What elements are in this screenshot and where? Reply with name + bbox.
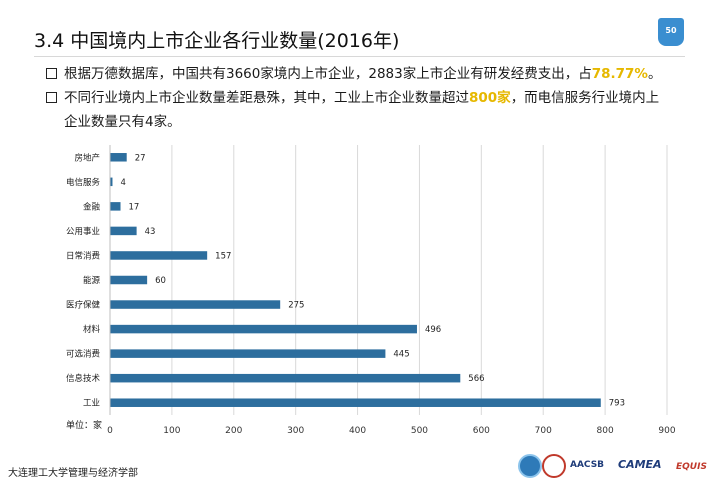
bullet-2-text: 不同行业境内上市企业数量差距悬殊，其中，工业上市企业数量超过800家，而电信服务…: [64, 86, 659, 110]
bar: [110, 373, 461, 383]
value-label: 27: [135, 153, 146, 163]
university-seal-icon: [518, 454, 542, 478]
title-text: 中国境内上市企业各行业数量(2016年): [70, 30, 400, 52]
bullet-square-icon: [46, 68, 57, 79]
x-tick-label: 400: [349, 426, 366, 436]
category-label: 信息技术: [66, 373, 101, 384]
footer-institution: 大连理工大学管理与经济学部: [8, 468, 138, 479]
category-label: 日常消费: [66, 250, 101, 261]
x-tick-label: 800: [597, 426, 614, 436]
bullet-1-text: 根据万德数据库，中国共有3660家境内上市企业，2883家上市企业有研发经费支出…: [64, 62, 661, 86]
value-label: 793: [609, 399, 625, 409]
aacsb-logo: AACSB: [570, 460, 605, 470]
bar: [110, 251, 208, 260]
bar: [110, 153, 127, 162]
value-label: 275: [288, 301, 304, 311]
x-tick-label: 500: [411, 426, 428, 436]
bullet-1-post: 。: [647, 66, 662, 82]
unit-label: 单位：家: [66, 421, 103, 431]
x-tick-label: 600: [473, 426, 490, 436]
bar: [110, 226, 137, 236]
category-label: 电信服务: [66, 177, 101, 188]
x-tick-label: 300: [287, 426, 304, 436]
value-label: 445: [393, 350, 409, 360]
bullet-1-pre: 根据万德数据库，中国共有3660家境内上市企业，2883家上市企业有研发经费支出…: [64, 66, 592, 82]
category-label: 金融: [83, 201, 101, 212]
category-label: 医疗保健: [66, 300, 101, 311]
category-label: 可选消费: [66, 349, 101, 360]
bar: [110, 300, 281, 309]
x-tick-label: 900: [658, 426, 675, 436]
camea-logo: CAMEA: [618, 458, 662, 471]
bar: [110, 324, 417, 334]
category-label: 能源: [83, 275, 101, 286]
accreditation-logos: AACSB CAMEA EQUIS: [518, 452, 714, 478]
equis-logo: EQUIS: [676, 462, 707, 472]
category-label: 工业: [83, 398, 100, 409]
x-tick-label: 0: [107, 426, 113, 436]
bullet-square-icon: [46, 92, 57, 103]
x-tick-label: 200: [225, 426, 242, 436]
bar: [110, 275, 148, 285]
title-divider: [34, 56, 685, 57]
page-title: 3.4 中国境内上市企业各行业数量(2016年): [34, 26, 399, 53]
value-label: 43: [145, 227, 156, 237]
bullet-2-line2: 企业数量只有4家。: [64, 114, 181, 130]
value-label: 157: [215, 251, 231, 261]
value-label: 17: [129, 202, 140, 212]
category-label: 公用事业: [66, 226, 100, 237]
category-label: 材料: [83, 324, 101, 335]
page-number-badge: 50: [658, 18, 684, 46]
category-label: 房地产: [74, 152, 100, 163]
x-tick-label: 700: [535, 426, 552, 436]
bar: [110, 177, 113, 187]
bar: [110, 349, 386, 358]
bullet-2-post: ，而电信服务行业境内上: [510, 90, 660, 106]
value-label: 496: [425, 325, 441, 335]
section-number: 3.4: [34, 30, 65, 52]
value-label: 4: [120, 178, 125, 188]
x-tick-label: 100: [163, 426, 180, 436]
school-emblem-icon: [542, 454, 566, 478]
bar: [110, 398, 601, 407]
bullet-1-highlight: 78.77%: [591, 66, 648, 82]
bullet-2-pre: 不同行业境内上市企业数量差距悬殊，其中，工业上市企业数量超过: [64, 90, 469, 106]
value-label: 566: [468, 374, 484, 384]
value-label: 60: [155, 276, 166, 286]
bar: [110, 202, 121, 211]
bullet-2-highlight: 800家: [469, 90, 511, 106]
